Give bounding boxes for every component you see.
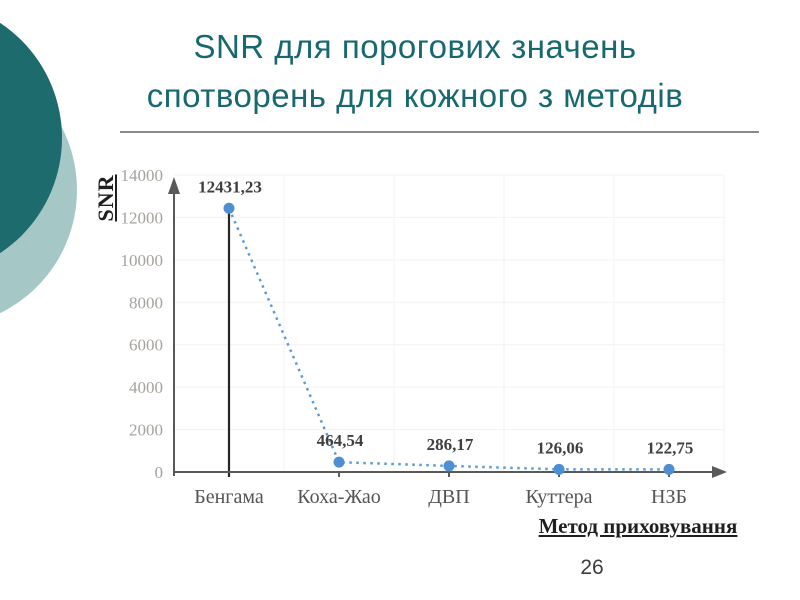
slide-title-line2: спотворень для кожного з методів: [146, 77, 684, 114]
data-point: [663, 463, 675, 475]
data-label: 464,54: [317, 431, 364, 450]
x-axis-title: Метод приховування: [538, 514, 738, 538]
category-label: ДВП: [428, 486, 469, 508]
category-label: Коха-Жао: [297, 486, 380, 508]
y-tick-label: 2000: [129, 421, 163, 440]
y-tick-label: 6000: [129, 336, 163, 355]
data-point: [333, 456, 345, 468]
data-label: 286,17: [427, 435, 474, 454]
data-point: [443, 460, 455, 472]
category-label: Куттера: [525, 486, 592, 508]
data-label: 122,75: [647, 438, 694, 457]
category-label: Бенгама: [194, 486, 264, 508]
slide-title: SNR для порогових значень спотворень для…: [35, 22, 795, 120]
data-label: 126,06: [537, 438, 584, 457]
series-dotted-line: [227, 207, 670, 471]
title-divider: [120, 131, 759, 133]
y-tick-label: 14000: [121, 166, 164, 185]
y-tick-label: 8000: [129, 293, 163, 312]
x-axis-arrow: [712, 466, 727, 478]
data-label: 12431,23: [198, 177, 262, 196]
y-tick-label: 0: [155, 463, 164, 482]
y-tick-label: 12000: [121, 208, 164, 227]
slide-title-line1: SNR для порогових значень: [193, 28, 637, 65]
category-label: НЗБ: [651, 486, 687, 508]
data-point: [553, 463, 565, 475]
y-axis-arrow: [168, 177, 180, 194]
page-number: 26: [580, 556, 604, 579]
y-tick-label: 4000: [129, 378, 163, 397]
y-tick-label: 10000: [121, 251, 164, 270]
data-point: [223, 202, 235, 214]
